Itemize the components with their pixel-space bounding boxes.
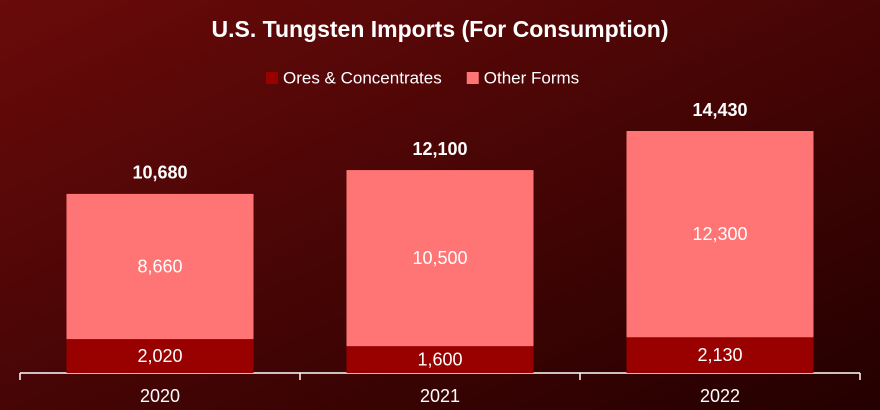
total-label: 14,430	[692, 100, 747, 120]
bar-segment	[66, 193, 254, 340]
x-tick-label: 2021	[420, 386, 460, 406]
value-label: 10,500	[412, 248, 467, 268]
legend-label: Ores & Concentrates	[283, 68, 442, 87]
bar-segment	[346, 346, 534, 373]
legend-label: Other Forms	[484, 68, 579, 87]
value-label: 12,300	[692, 224, 747, 244]
value-label: 1,600	[417, 349, 462, 369]
bar-segment	[66, 339, 254, 373]
legend-swatch	[266, 72, 278, 84]
x-tick-label: 2020	[140, 386, 180, 406]
bar-segment	[346, 170, 534, 347]
chart-title: U.S. Tungsten Imports (For Consumption)	[212, 16, 669, 42]
value-label: 8,660	[137, 256, 182, 276]
bar-segment	[626, 337, 814, 373]
total-label: 10,680	[132, 163, 187, 183]
total-label: 12,100	[412, 139, 467, 159]
value-label: 2,020	[137, 346, 182, 366]
bar-segment	[626, 131, 814, 338]
x-tick-label: 2022	[700, 386, 740, 406]
legend-swatch	[466, 72, 479, 84]
value-label: 2,130	[697, 345, 742, 365]
